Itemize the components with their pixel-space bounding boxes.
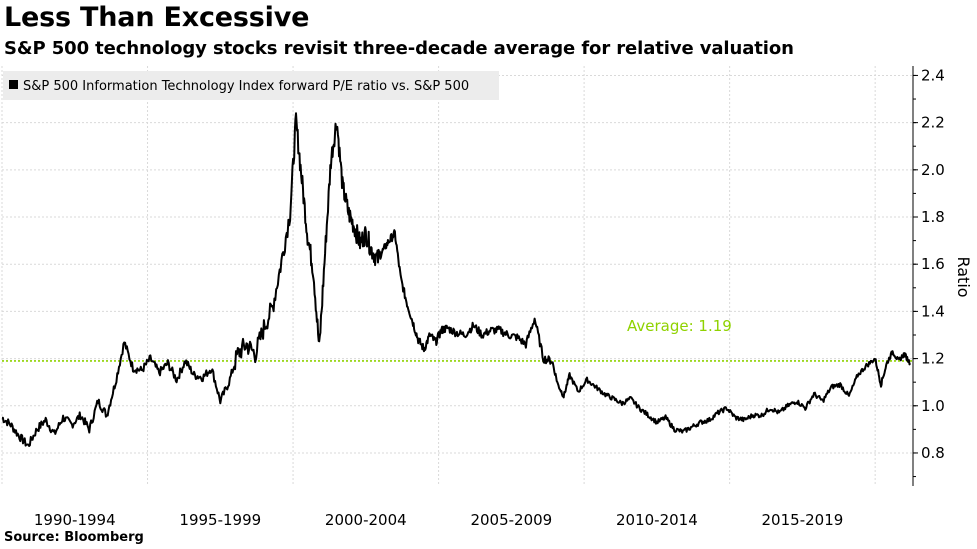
- chart-subtitle: S&P 500 technology stocks revisit three-…: [4, 38, 794, 59]
- series-layer: [1, 112, 911, 447]
- legend-swatch: [9, 80, 18, 89]
- grid-layer: [1, 66, 913, 486]
- legend-background: [3, 71, 499, 100]
- chart-title: Less Than Excessive: [4, 2, 310, 33]
- y-tick-label: 1.4: [921, 302, 945, 320]
- y-axis-label: Ratio: [954, 256, 973, 297]
- x-tick-label: 2015-2019: [762, 511, 844, 529]
- y-tick-label: 1.6: [921, 255, 945, 273]
- x-tick-label: 2005-2009: [470, 511, 552, 529]
- legend-label: S&P 500 Information Technology Index for…: [23, 79, 469, 94]
- series-line: [1, 112, 911, 447]
- y-tick-label: 1.2: [921, 350, 945, 368]
- legend: S&P 500 Information Technology Index for…: [3, 71, 499, 100]
- y-tick-label: 2.4: [921, 66, 945, 84]
- axis-layer: 0.8 1.0 1.2 1.4 1.6 1.8 2.0 2.2 2.4 1990-1994 1995…: [34, 66, 945, 529]
- source-note: Source: Bloomberg: [4, 530, 144, 545]
- x-tick-label: 1995-1999: [179, 511, 261, 529]
- average-annotation: Average: 1.19: [627, 317, 732, 335]
- y-tick-label: 1.8: [921, 208, 945, 226]
- y-tick-label: 0.8: [921, 444, 945, 462]
- y-tick-label: 1.0: [921, 397, 945, 415]
- x-tick-label: 2010-2014: [616, 511, 698, 529]
- y-tick-label: 2.2: [921, 114, 945, 132]
- x-tick-label: 2000-2004: [325, 511, 407, 529]
- x-tick-label: 1990-1994: [34, 511, 116, 529]
- y-tick-label: 2.0: [921, 161, 945, 179]
